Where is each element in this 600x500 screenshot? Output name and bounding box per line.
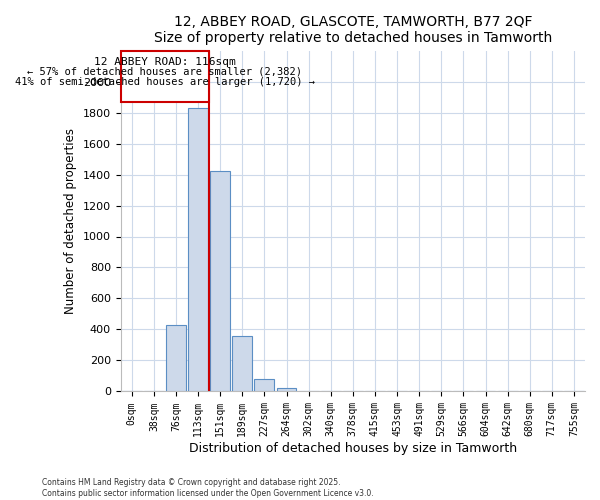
Bar	[277, 388, 296, 392]
Text: Contains HM Land Registry data © Crown copyright and database right 2025.
Contai: Contains HM Land Registry data © Crown c…	[42, 478, 374, 498]
Text: ← 57% of detached houses are smaller (2,382): ← 57% of detached houses are smaller (2,…	[28, 67, 302, 77]
X-axis label: Distribution of detached houses by size in Tamworth: Distribution of detached houses by size …	[189, 442, 517, 455]
Bar	[254, 379, 274, 392]
Text: 41% of semi-detached houses are larger (1,720) →: 41% of semi-detached houses are larger (…	[15, 77, 315, 87]
Text: 12 ABBEY ROAD: 116sqm: 12 ABBEY ROAD: 116sqm	[94, 56, 236, 66]
Bar	[188, 108, 208, 392]
Bar	[121, 50, 209, 102]
Bar	[210, 172, 230, 392]
Bar	[166, 325, 186, 392]
Y-axis label: Number of detached properties: Number of detached properties	[64, 128, 77, 314]
Bar	[232, 336, 252, 392]
Title: 12, ABBEY ROAD, GLASCOTE, TAMWORTH, B77 2QF
Size of property relative to detache: 12, ABBEY ROAD, GLASCOTE, TAMWORTH, B77 …	[154, 15, 552, 45]
